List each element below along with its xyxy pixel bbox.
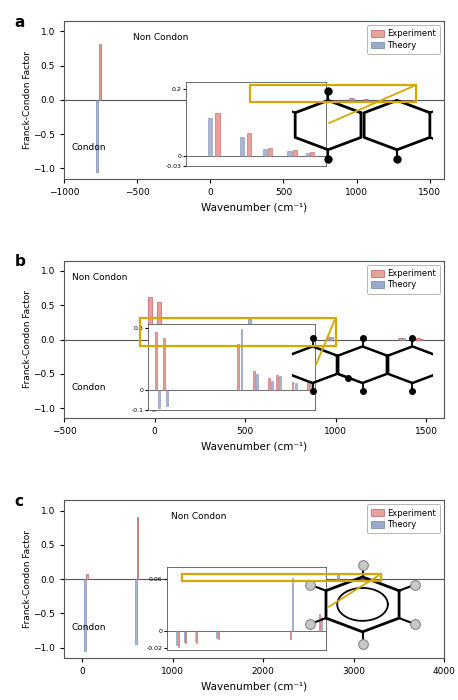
Bar [351,99,354,100]
Bar [161,340,164,408]
Bar [372,578,374,579]
Bar [216,579,218,580]
Text: a: a [15,15,25,29]
Bar [264,95,267,100]
Bar [136,517,138,579]
Bar [311,337,315,340]
X-axis label: Wavenumber (cm⁻¹): Wavenumber (cm⁻¹) [201,682,307,692]
Bar [148,297,152,340]
Bar [202,579,204,580]
Bar [284,337,288,340]
Bar [262,333,266,340]
Y-axis label: Franck-Condon Factor: Franck-Condon Factor [23,290,32,389]
Bar [86,575,87,579]
X-axis label: Wavenumber (cm⁻¹): Wavenumber (cm⁻¹) [201,442,307,452]
Bar [420,339,423,340]
Bar [182,574,381,581]
Text: Condon: Condon [72,383,106,392]
Bar [152,340,156,412]
Text: c: c [15,494,24,509]
Bar [374,578,376,579]
Text: Condon: Condon [72,144,106,153]
Bar [338,575,339,579]
Text: Non Condon: Non Condon [72,272,127,281]
Bar [364,99,367,100]
Legend: Experiment, Theory: Experiment, Theory [367,505,440,533]
Bar [84,579,86,651]
Bar [218,579,220,580]
Bar [96,100,98,172]
Text: Non Condon: Non Condon [170,512,226,522]
Bar [140,318,336,346]
Bar [398,338,402,339]
Bar [293,335,297,339]
Bar [349,98,352,100]
Legend: Experiment, Theory: Experiment, Theory [367,25,440,54]
Text: b: b [15,254,26,270]
Bar [158,302,161,340]
Bar [329,337,333,340]
Bar [135,579,136,644]
Bar [416,338,420,339]
Legend: Experiment, Theory: Experiment, Theory [367,265,440,294]
Bar [98,43,101,100]
Bar [262,96,264,100]
Bar [251,91,254,100]
Bar [244,324,248,340]
Bar [248,319,251,339]
Bar [204,579,206,580]
Bar [250,85,416,102]
X-axis label: Wavenumber (cm⁻¹): Wavenumber (cm⁻¹) [201,202,307,212]
Text: Condon: Condon [72,622,106,631]
Bar [280,336,284,340]
Bar [289,335,293,339]
Bar [196,579,197,580]
Bar [266,334,270,340]
Bar [365,99,368,100]
Y-axis label: Franck-Condon Factor: Franck-Condon Factor [23,530,32,628]
Bar [402,338,405,339]
Bar [411,339,414,340]
Y-axis label: Franck-Condon Factor: Franck-Condon Factor [23,51,32,149]
Text: Non Condon: Non Condon [132,33,188,42]
Bar [308,337,311,340]
Bar [326,337,329,340]
Bar [194,579,196,580]
Bar [248,92,251,100]
